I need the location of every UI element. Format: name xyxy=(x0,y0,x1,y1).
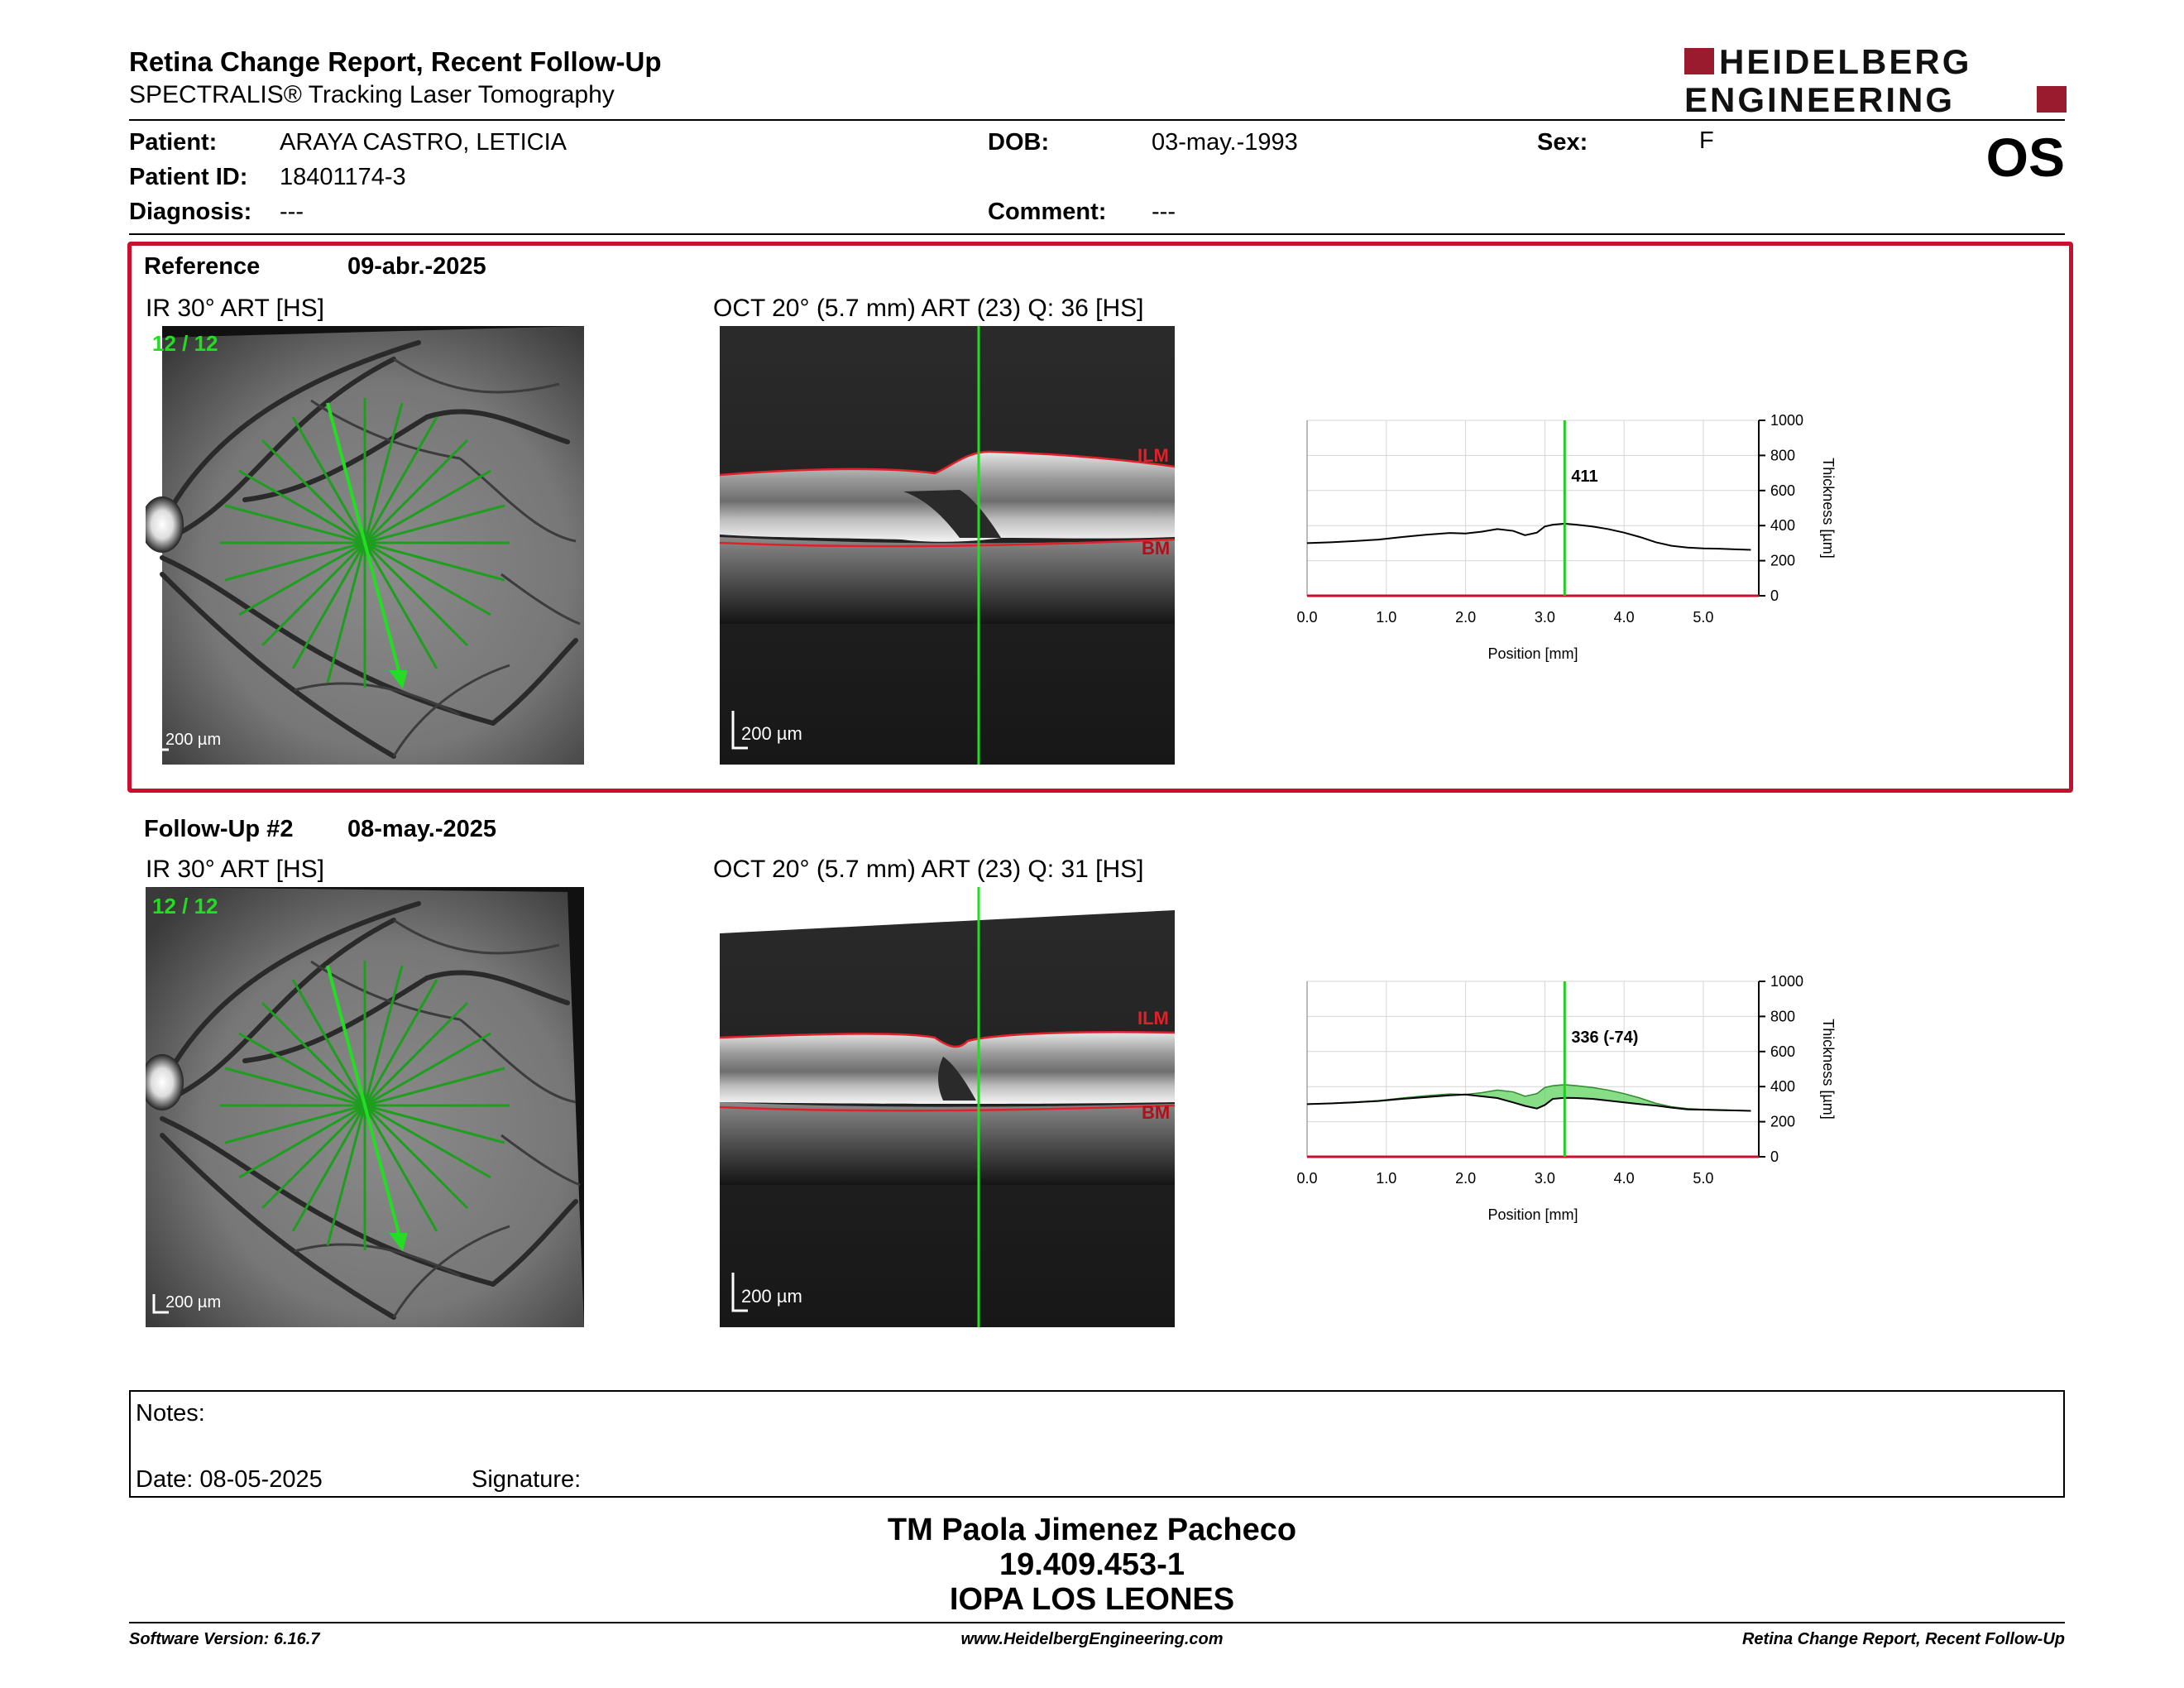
x-axis-label: Position [mm] xyxy=(1487,645,1578,662)
footer-software-version: Software Version: 6.16.7 xyxy=(129,1630,320,1648)
y-tick-label: 200 xyxy=(1770,553,1795,569)
thickness-profile-line xyxy=(1306,1084,1751,1112)
dob-label: DOB: xyxy=(988,129,1050,156)
reference-fundus-svg: 12 / 12 200 µm xyxy=(146,326,584,765)
logo-square-right xyxy=(2037,86,2067,113)
reference-ir-caption: IR 30° ART [HS] xyxy=(146,295,324,322)
y-tick-label: 400 xyxy=(1770,517,1795,534)
x-tick-label: 1.0 xyxy=(1376,1170,1396,1187)
y-tick-label: 200 xyxy=(1770,1114,1795,1130)
y-axis-label: Thickness [µm] xyxy=(1820,1019,1837,1119)
followup-date: 08-may.-2025 xyxy=(347,816,497,842)
followup-ir-fundus-image: 12 / 12 200 µm xyxy=(146,887,584,1327)
notes-date: Date: 08-05-2025 xyxy=(136,1466,323,1493)
diagnosis-label: Diagnosis: xyxy=(129,199,252,225)
patient-divider xyxy=(129,233,2065,235)
reference-oct-bscan-image: ILM BM 200 µm xyxy=(720,326,1175,765)
reference-oct-scale: 200 µm xyxy=(741,723,802,744)
followup-label: Follow-Up #2 xyxy=(144,816,294,842)
diagnosis-value: --- xyxy=(280,199,304,225)
cursor-thickness-label: 336 (-74) xyxy=(1571,1029,1638,1047)
x-tick-label: 5.0 xyxy=(1693,1170,1713,1187)
y-tick-label: 0 xyxy=(1770,587,1779,604)
followup-thickness-chart: 0 200 400 600 800 1000 0.0 1.0 2.0 3.0 4.0 5.0 Posit… xyxy=(1296,973,1837,1223)
y-axis-label: Thickness [µm] xyxy=(1820,458,1837,558)
logo-line-1: HEIDELBERG xyxy=(1719,42,1972,81)
y-tick-label: 1000 xyxy=(1770,412,1803,429)
header-divider xyxy=(129,119,2065,121)
reference-thickness-chart: 0 200 400 600 800 1000 0.0 1.0 2.0 3.0 4.0 5.0 Posit… xyxy=(1296,412,1837,662)
reference-ir-scale: 200 µm xyxy=(165,731,221,749)
reference-oct-caption: OCT 20° (5.7 mm) ART (23) Q: 36 [HS] xyxy=(713,295,1144,322)
followup-fundus-svg: 12 / 12 200 µm xyxy=(146,887,584,1327)
comment-label: Comment: xyxy=(988,199,1107,225)
followup-oct-svg: ILM BM 200 µm xyxy=(720,887,1175,1327)
followup-oct-scale: 200 µm xyxy=(741,1286,802,1307)
footer-report-name: Retina Change Report, Recent Follow-Up xyxy=(1741,1630,2065,1648)
followup-bm-label: BM xyxy=(1142,1102,1170,1123)
y-tick-label: 0 xyxy=(1770,1149,1779,1165)
x-tick-label: 1.0 xyxy=(1376,609,1396,626)
y-tick-label: 600 xyxy=(1770,1043,1795,1060)
y-tick-label: 800 xyxy=(1770,447,1795,463)
followup-ir-scale: 200 µm xyxy=(165,1293,221,1312)
signatory-rut: 19.409.453-1 xyxy=(999,1547,1185,1582)
reference-oct-svg: ILM BM 200 µm xyxy=(720,326,1175,765)
x-tick-label: 4.0 xyxy=(1614,1170,1635,1187)
x-tick-label: 4.0 xyxy=(1614,609,1635,626)
notes-box: Notes: Date: 08-05-2025 Signature: xyxy=(129,1390,2065,1498)
x-tick-label: 0.0 xyxy=(1296,1170,1317,1187)
followup-ilm-label: ILM xyxy=(1138,1008,1169,1029)
followup-scan-arrow-icon xyxy=(326,965,408,1252)
patient-id-label: Patient ID: xyxy=(129,164,248,190)
patient-id: 18401174-3 xyxy=(280,164,406,190)
x-tick-label: 5.0 xyxy=(1693,609,1713,626)
cursor-thickness-label: 411 xyxy=(1571,468,1597,486)
followup-frame-counter: 12 / 12 xyxy=(152,894,218,918)
y-tick-label: 800 xyxy=(1770,1008,1795,1024)
followup-ir-caption: IR 30° ART [HS] xyxy=(146,856,324,883)
signature-label: Signature: xyxy=(472,1466,582,1493)
notes-label: Notes: xyxy=(136,1400,205,1427)
reference-date: 09-abr.-2025 xyxy=(347,253,486,280)
y-tick-label: 400 xyxy=(1770,1078,1795,1095)
y-tick-label: 600 xyxy=(1770,482,1795,499)
footer-website-link[interactable]: www.HeidelbergEngineering.com xyxy=(960,1630,1224,1648)
footer-divider xyxy=(129,1622,2065,1623)
y-tick-label: 1000 xyxy=(1770,973,1803,990)
x-axis-label: Position [mm] xyxy=(1487,1206,1578,1223)
followup-oct-caption: OCT 20° (5.7 mm) ART (23) Q: 31 [HS] xyxy=(713,856,1144,883)
logo-square-left xyxy=(1684,48,1714,74)
thickness-profile-line xyxy=(1306,522,1751,551)
patient-name: ARAYA CASTRO, LETICIA xyxy=(280,129,568,156)
sex-label: Sex: xyxy=(1537,129,1588,156)
signatory-institution: IOPA LOS LEONES xyxy=(949,1582,1235,1617)
reference-ilm-label: ILM xyxy=(1138,445,1169,466)
eye-laterality: OS xyxy=(1985,127,2065,188)
comment-value: --- xyxy=(1152,199,1176,225)
patient-label: Patient: xyxy=(129,129,218,156)
dob-value: 03-may.-1993 xyxy=(1152,129,1298,156)
reference-scan-arrow-icon xyxy=(326,402,408,689)
reference-frame-counter: 12 / 12 xyxy=(152,331,218,356)
x-tick-label: 0.0 xyxy=(1296,609,1317,626)
x-tick-label: 2.0 xyxy=(1455,609,1476,626)
reference-frame xyxy=(127,242,2073,793)
reference-label: Reference xyxy=(144,253,261,280)
sex-value: F xyxy=(1699,127,1714,154)
followup-oct-bscan-image: ILM BM 200 µm xyxy=(720,887,1175,1327)
x-tick-label: 2.0 xyxy=(1455,1170,1476,1187)
reference-bm-label: BM xyxy=(1142,538,1170,559)
logo-line-2: ENGINEERING xyxy=(1684,80,1956,119)
heidelberg-logo: HEIDELBERG ENGINEERING xyxy=(1684,42,2067,119)
reference-ir-fundus-image: 12 / 12 200 µm xyxy=(146,326,584,765)
thickness-profile-line xyxy=(1306,1093,1751,1112)
report-title: Retina Change Report, Recent Follow-Up xyxy=(129,46,662,77)
x-tick-label: 3.0 xyxy=(1535,1170,1555,1187)
report-subtitle: SPECTRALIS® Tracking Laser Tomography xyxy=(129,81,615,108)
x-tick-label: 3.0 xyxy=(1535,609,1555,626)
signatory-name: TM Paola Jimenez Pacheco xyxy=(887,1513,1297,1547)
